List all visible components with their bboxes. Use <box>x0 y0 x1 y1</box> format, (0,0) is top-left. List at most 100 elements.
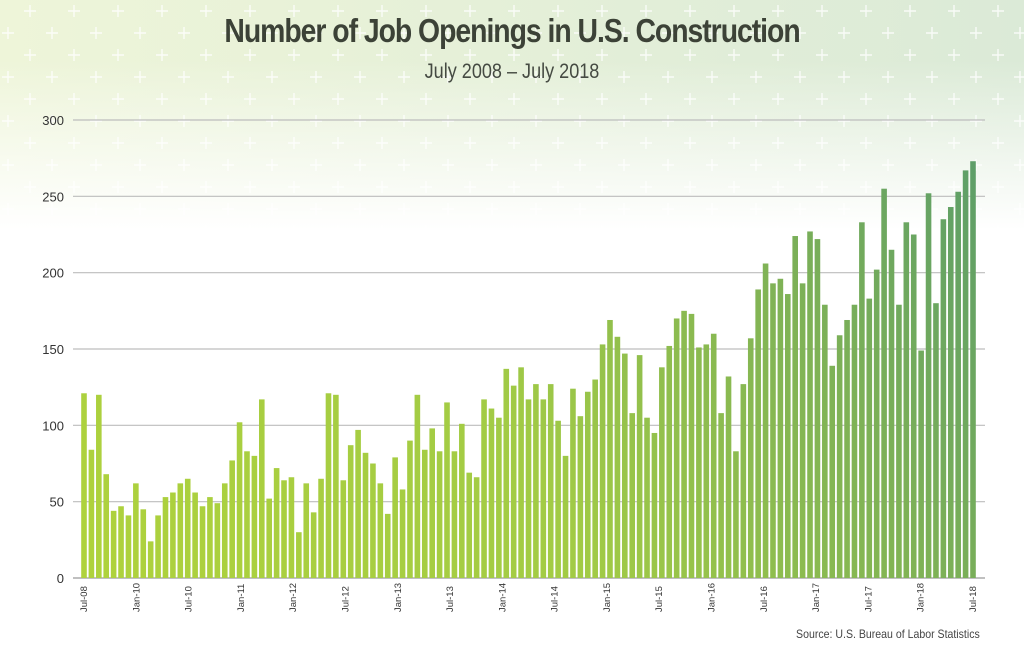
bar <box>592 379 598 578</box>
bar <box>318 478 324 578</box>
bar <box>488 408 495 578</box>
bar <box>792 236 798 578</box>
bar <box>444 402 450 578</box>
bar <box>829 365 836 578</box>
bar <box>155 515 161 578</box>
bar <box>266 498 273 578</box>
y-tick-label: 250 <box>42 189 64 204</box>
x-tick-label: Jan-13 <box>393 583 404 612</box>
bar <box>777 278 784 578</box>
bar <box>910 234 917 578</box>
bar <box>88 449 95 578</box>
bar <box>814 239 821 578</box>
bar <box>503 368 510 578</box>
bar <box>836 335 843 578</box>
x-tick-label: Jul-08 <box>79 586 90 612</box>
bar <box>184 478 191 578</box>
bar <box>451 451 458 578</box>
x-tick-label: Jul-10 <box>184 586 195 612</box>
bar <box>955 191 961 578</box>
bar <box>681 310 687 578</box>
bar <box>651 432 658 578</box>
bar <box>866 298 873 578</box>
bar <box>918 350 924 578</box>
bar <box>570 388 576 578</box>
x-tick-label: Jan-18 <box>916 583 927 612</box>
x-tick-label: Jul-12 <box>341 586 352 612</box>
y-tick-label: 0 <box>57 571 64 586</box>
bar <box>762 263 769 578</box>
bar <box>703 344 710 578</box>
bar <box>429 428 435 578</box>
x-tick-label: Jul-17 <box>863 586 874 612</box>
bar <box>933 303 939 578</box>
bar <box>207 497 213 578</box>
bar <box>562 455 569 578</box>
bar <box>859 222 865 579</box>
bar <box>481 399 487 578</box>
x-tick-label: Jan-16 <box>707 583 718 612</box>
bar <box>962 170 969 578</box>
bar <box>229 460 235 578</box>
chart-title: Number of Job Openings in U.S. Construct… <box>224 12 800 49</box>
bar <box>599 344 606 578</box>
y-tick-label: 300 <box>42 113 64 128</box>
bar <box>940 219 947 579</box>
bar <box>392 457 398 578</box>
bar <box>459 423 465 578</box>
bar <box>340 480 347 578</box>
bar <box>325 393 332 578</box>
bar <box>296 532 302 578</box>
bar <box>807 231 813 578</box>
bar <box>607 319 613 578</box>
bar <box>822 304 828 578</box>
bar <box>747 338 754 578</box>
bar <box>725 376 732 578</box>
bar <box>466 472 473 578</box>
bar <box>281 480 287 578</box>
bar <box>496 417 502 578</box>
bar <box>384 513 391 578</box>
x-tick-label: Jan-11 <box>236 584 247 612</box>
bar <box>421 449 428 578</box>
bar <box>888 249 895 578</box>
y-tick-label: 50 <box>50 495 64 510</box>
bar <box>673 318 680 578</box>
bar <box>925 193 932 578</box>
bar <box>770 283 776 578</box>
bar <box>577 416 584 578</box>
bar <box>399 489 406 578</box>
bar <box>755 289 761 578</box>
bar <box>288 477 295 578</box>
bar <box>636 355 643 578</box>
bars <box>81 161 976 579</box>
y-tick-label: 150 <box>42 342 64 357</box>
bar <box>659 367 665 578</box>
source-note: Source: U.S. Bureau of Labor Statistics <box>796 627 980 641</box>
bar <box>377 483 384 578</box>
bar <box>414 394 421 578</box>
bar <box>170 492 176 578</box>
bar <box>629 413 636 578</box>
bar <box>584 391 591 578</box>
bar <box>362 452 369 578</box>
bar <box>192 492 198 578</box>
bar <box>214 503 221 578</box>
bar <box>355 429 361 578</box>
bar <box>644 417 650 578</box>
bar <box>303 483 310 578</box>
bar <box>851 304 858 578</box>
bar <box>696 347 702 578</box>
bar <box>873 269 880 578</box>
x-tick-label: Jan-14 <box>497 583 508 612</box>
bar <box>162 497 169 578</box>
y-tick-label: 200 <box>42 266 64 281</box>
bar <box>733 451 739 578</box>
bar <box>903 222 910 579</box>
bar <box>622 353 628 578</box>
bar <box>177 483 184 578</box>
chart-subtitle: July 2008 – July 2018 <box>424 60 600 83</box>
x-tick-label: Jul-15 <box>654 586 665 612</box>
bar <box>740 384 747 578</box>
